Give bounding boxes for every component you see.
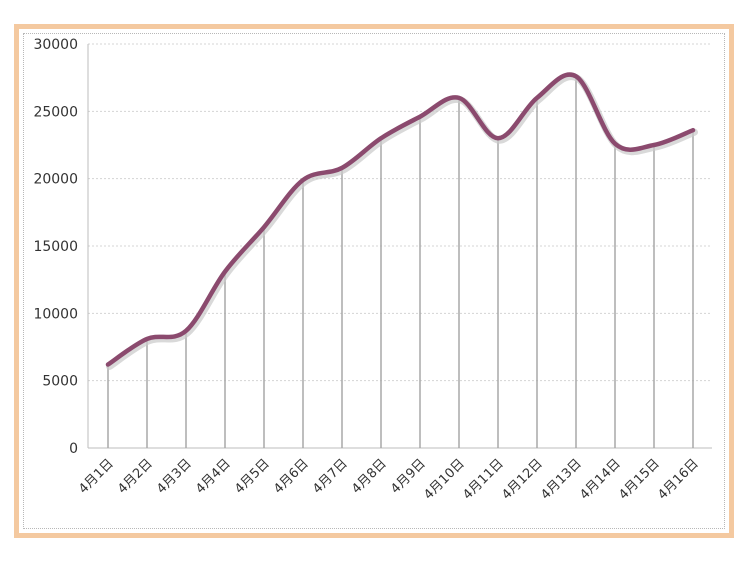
x-tick-label: 4月5日 [232,456,273,497]
y-tick-label: 5000 [42,374,78,390]
x-tick-label: 4月12日 [499,456,546,503]
x-tick-label: 4月3日 [154,456,195,497]
axes [87,44,712,449]
x-tick-label: 4月14日 [577,456,624,503]
y-tick-label: 0 [69,441,78,457]
series-line [105,72,698,371]
x-tick-label: 4月15日 [616,456,663,503]
x-tick-label: 4月2日 [115,456,156,497]
x-tick-label: 4月10日 [421,456,468,503]
chart-frame [14,24,734,538]
x-tick-label: 4月7日 [310,456,351,497]
chart-inner-border [23,33,725,529]
x-tick-label: 4月6日 [271,456,312,497]
x-tick-label: 4月1日 [76,456,117,497]
x-tick-label: 4月13日 [538,456,585,503]
series-line-path [105,72,696,367]
x-tick-labels: 4月1日4月2日4月3日4月4日4月5日4月6日4月7日4月8日4月9日4月10… [76,456,702,503]
y-tick-label: 25000 [33,104,78,120]
drop-lines [107,76,694,448]
x-tick-label: 4月16日 [655,456,702,503]
grid-lines [88,43,712,382]
y-tick-label: 10000 [33,306,78,322]
x-tick-label: 4月4日 [193,456,234,497]
y-tick-label: 15000 [33,239,78,255]
y-tick-labels: 30000 25000 20000 15000 10000 5000 0 [33,37,78,457]
y-tick-label: 20000 [33,172,78,188]
y-tick-label: 30000 [33,37,78,53]
x-tick-label: 4月8日 [349,456,390,497]
x-tick-label: 4月11日 [460,456,507,503]
series-line-shadow [106,73,698,371]
